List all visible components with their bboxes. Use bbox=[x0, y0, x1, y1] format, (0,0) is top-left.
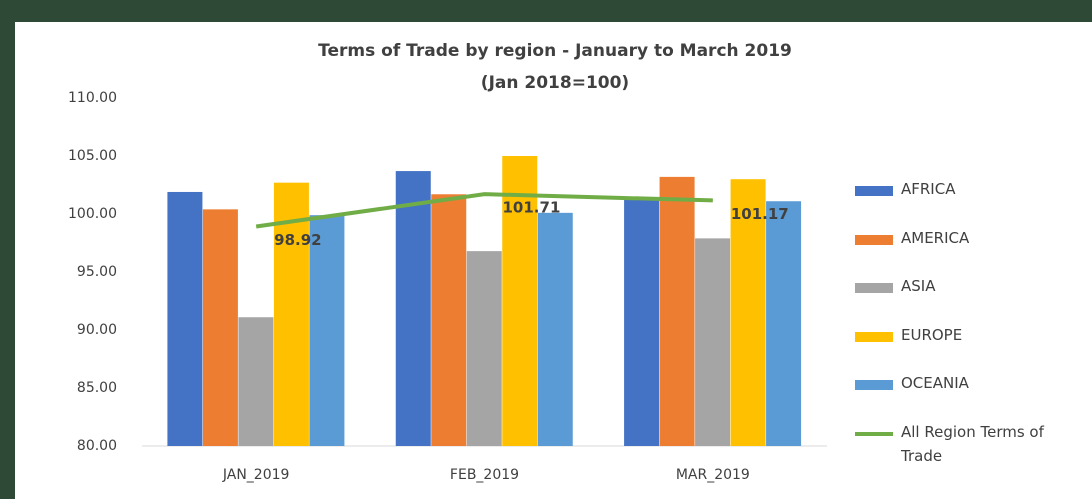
legend-swatch bbox=[855, 331, 893, 342]
y-tick-label: 85.00 bbox=[77, 380, 117, 396]
bar bbox=[273, 182, 309, 446]
legend-item: AMERICA bbox=[855, 229, 1081, 250]
legend-label: AFRICA bbox=[901, 180, 956, 198]
bar bbox=[730, 179, 766, 446]
x-tick-label: JAN_2019 bbox=[222, 467, 290, 483]
legend-label: EUROPE bbox=[901, 325, 963, 344]
legend-swatch bbox=[855, 283, 893, 293]
legend-item: ASIA bbox=[855, 277, 1081, 298]
bar bbox=[309, 215, 345, 446]
bar bbox=[766, 201, 802, 446]
legend-item: EUROPE bbox=[855, 326, 1081, 347]
chart-panel: Terms of Trade by region - January to Ma… bbox=[15, 22, 1092, 499]
legend-label: AMERICA bbox=[901, 228, 970, 247]
bar bbox=[202, 209, 238, 446]
legend-label: All Region Terms of Trade bbox=[901, 422, 1044, 465]
chart: Terms of Trade by region - January to Ma… bbox=[68, 41, 827, 483]
y-tick-label: 100.00 bbox=[68, 206, 117, 222]
legend-swatch bbox=[855, 431, 893, 436]
y-tick-label: 95.00 bbox=[77, 264, 117, 280]
bar bbox=[624, 197, 660, 446]
bar bbox=[238, 317, 274, 446]
line bbox=[255, 192, 713, 229]
legend-swatch bbox=[855, 380, 893, 390]
legend-swatch bbox=[855, 186, 893, 196]
legend-item: All Region Terms of Trade bbox=[855, 423, 1081, 468]
bar bbox=[466, 251, 502, 446]
x-tick-label: FEB_2019 bbox=[450, 467, 519, 483]
legend-swatch bbox=[855, 234, 893, 245]
bar bbox=[695, 238, 731, 446]
chart-subtitle: (Jan 2018=100) bbox=[481, 73, 629, 93]
bar bbox=[395, 171, 431, 446]
y-tick-label: 110.00 bbox=[68, 90, 117, 106]
data-label: 101.17 bbox=[731, 205, 789, 223]
bar bbox=[167, 191, 203, 446]
y-tick-label: 105.00 bbox=[68, 148, 117, 164]
legend-item: OCEANIA bbox=[855, 374, 1081, 395]
bar bbox=[659, 176, 695, 446]
data-label: 101.71 bbox=[503, 199, 561, 217]
chart-title: Terms of Trade by region - January to Ma… bbox=[318, 41, 792, 61]
bar bbox=[537, 212, 573, 446]
legend-label: ASIA bbox=[901, 277, 936, 295]
bar bbox=[431, 194, 467, 446]
y-tick-label: 90.00 bbox=[77, 322, 117, 338]
legend-item: AFRICA bbox=[855, 180, 1081, 201]
bar bbox=[502, 156, 538, 446]
data-label: 98.92 bbox=[274, 231, 321, 249]
legend-label: OCEANIA bbox=[901, 374, 969, 392]
y-tick-label: 80.00 bbox=[77, 438, 117, 454]
x-tick-label: MAR_2019 bbox=[676, 467, 750, 483]
